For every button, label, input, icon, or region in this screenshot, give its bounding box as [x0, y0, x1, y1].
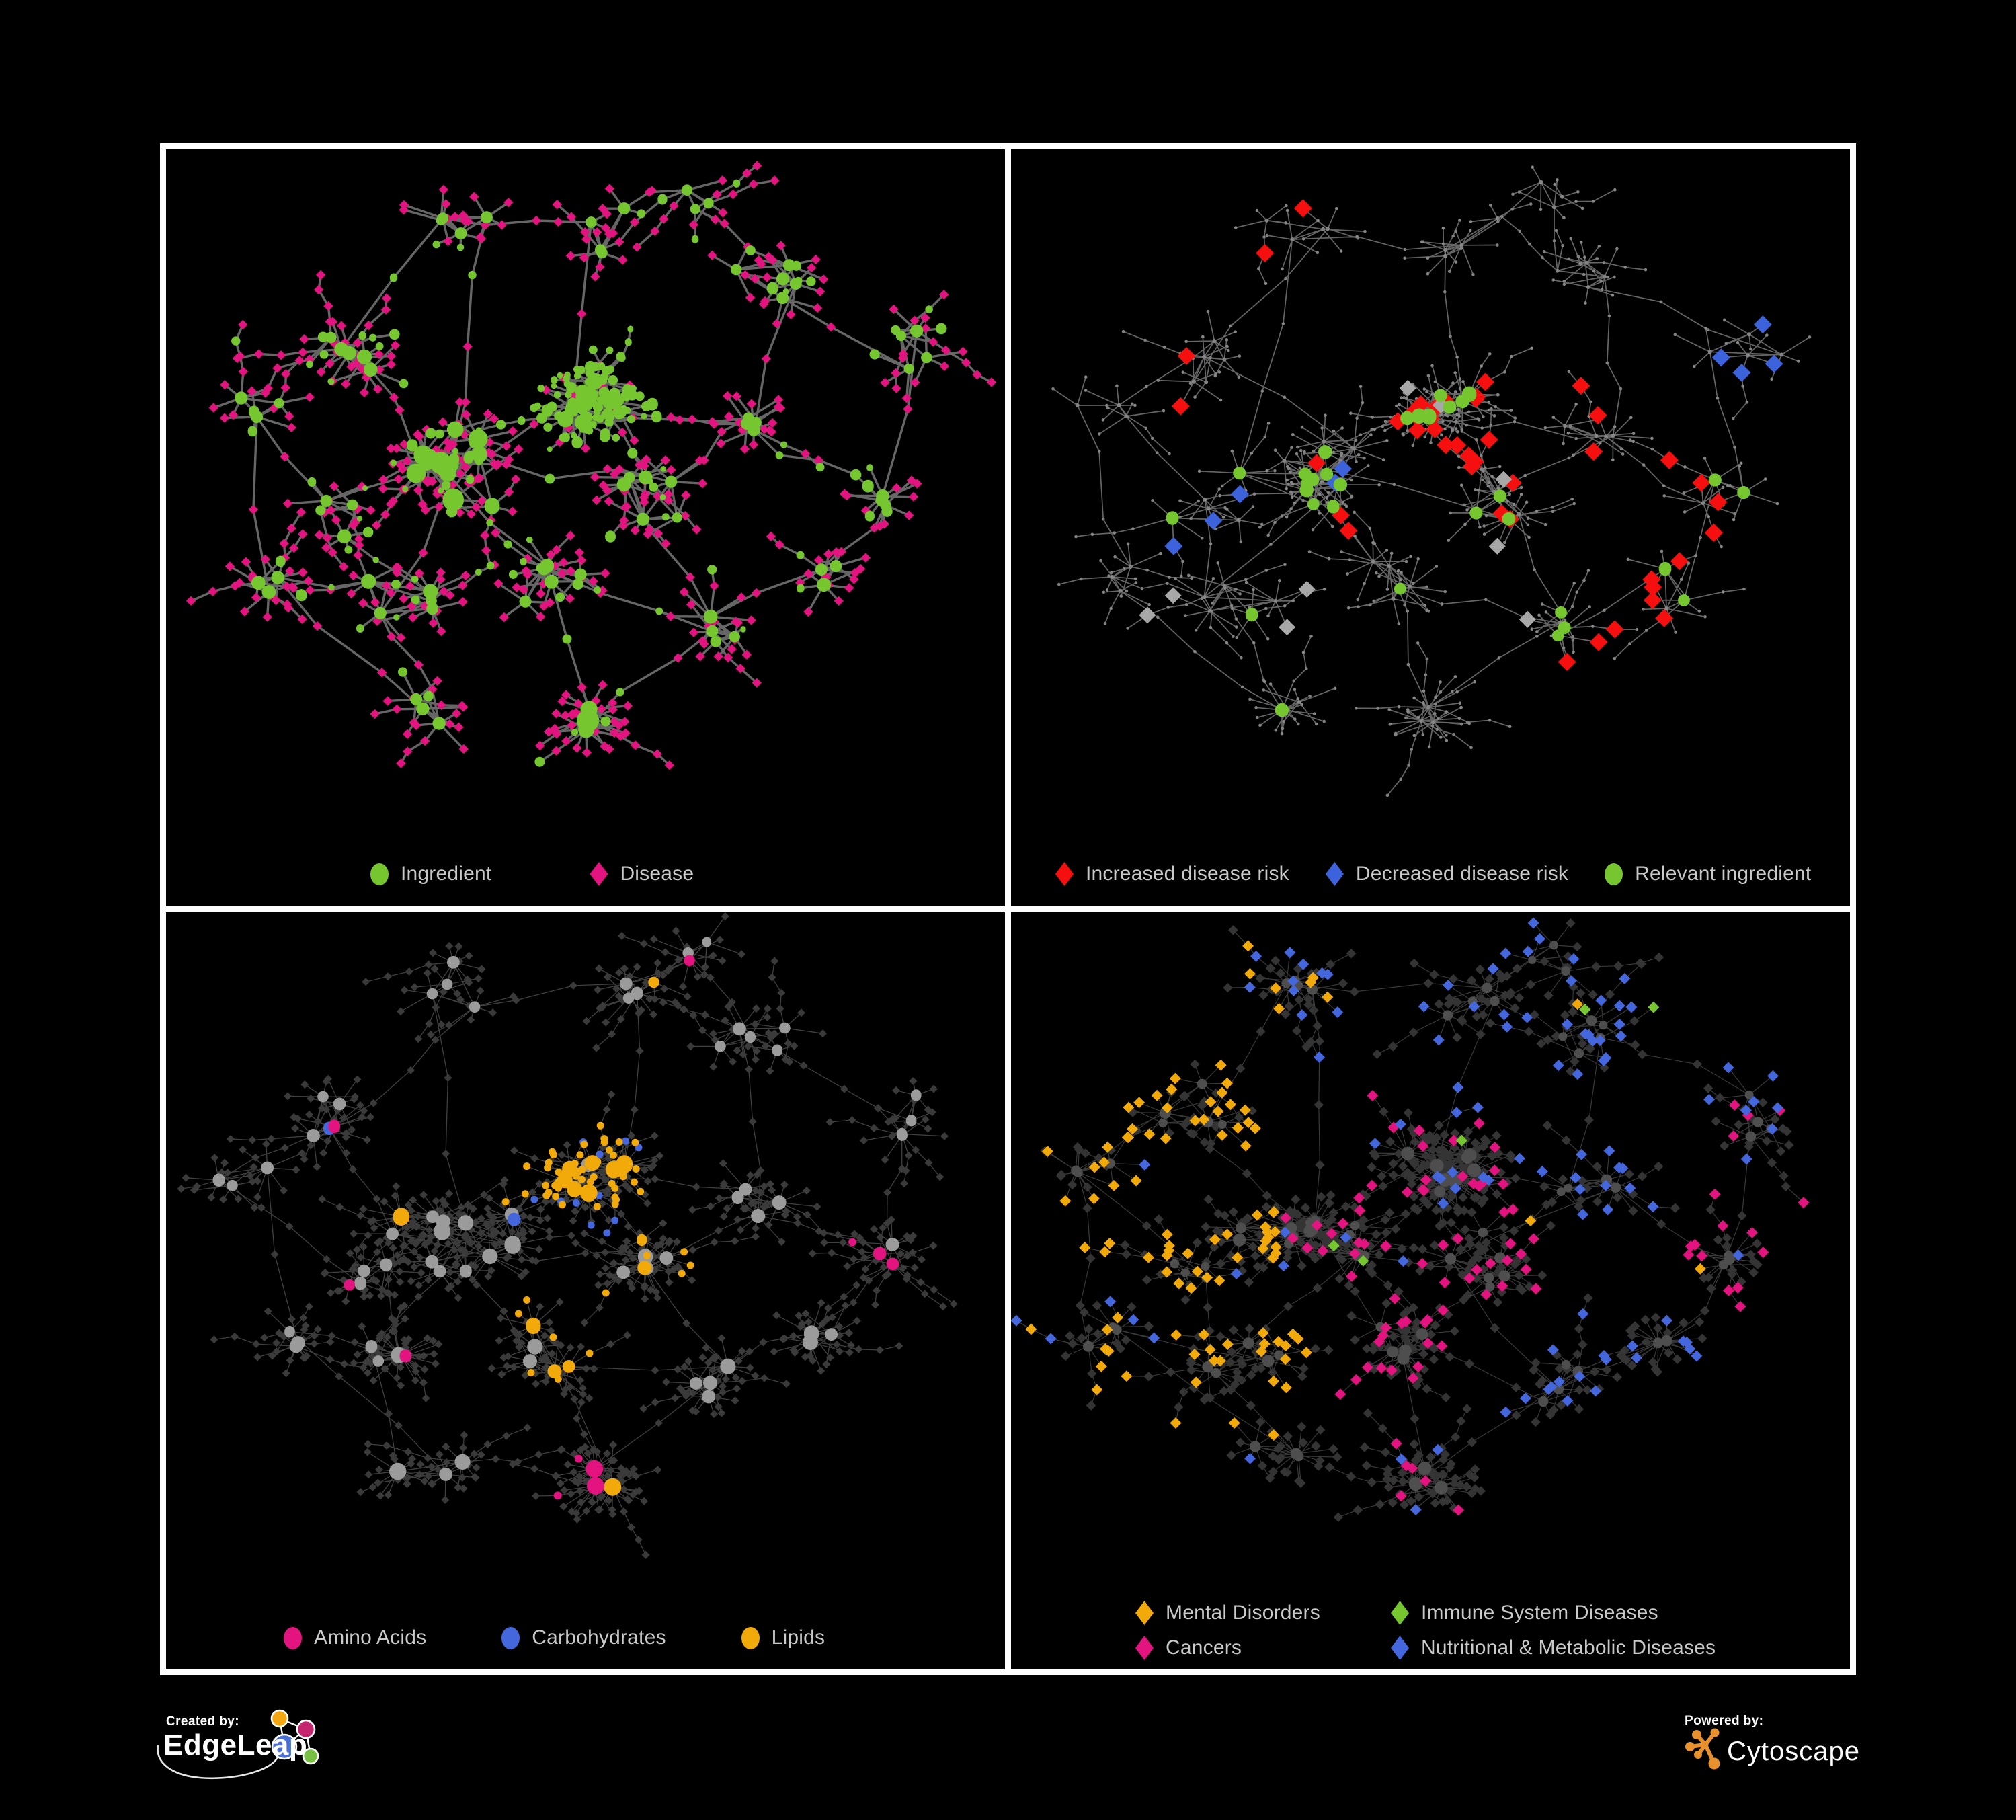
legend-item-disease: Disease [590, 862, 694, 886]
circle-marker [501, 1626, 520, 1649]
legend-item-ingredient: Ingredient [370, 863, 491, 885]
edgeleap-logo: EdgeLeap [157, 1709, 319, 1779]
legend-item-immune-system-diseases: Immune System Diseases [1391, 1601, 1716, 1625]
legend-label: Nutritional & Metabolic Diseases [1421, 1636, 1716, 1659]
panel-disease-group-network: Mental Disorders Immune System Diseases Ca… [1005, 906, 1856, 1675]
disease-group-network-graph [1011, 917, 1810, 1522]
legend-label: Carbohydrates [532, 1626, 666, 1649]
legend-ingredient-disease: Ingredient Disease [370, 862, 694, 886]
diamond-marker [590, 862, 608, 886]
legend-label: Amino Acids [314, 1626, 427, 1649]
legend-label: Mental Disorders [1166, 1601, 1320, 1624]
ingredient-disease-network-graph [186, 161, 997, 770]
panel-disease-risk-network: Increased disease risk Decreased disease … [1005, 143, 1856, 912]
diamond-marker [1391, 1601, 1409, 1625]
legend-item-increased-disease-risk: Increased disease risk [1055, 862, 1289, 886]
created-by-label: Created by: [166, 1714, 239, 1729]
edgeleap-network-icon [270, 1709, 319, 1765]
legend-item-mental-disorders: Mental Disorders [1135, 1601, 1391, 1625]
legend-label: Lipids [771, 1626, 825, 1649]
diamond-marker [1391, 1636, 1409, 1660]
circle-marker [741, 1626, 760, 1649]
circle-marker [1605, 863, 1623, 885]
powered-by-block: Powered by: [1685, 1714, 1763, 1729]
legend-item-amino-acids: Amino Acids [284, 1626, 426, 1649]
legend-disease-groups: Mental Disorders Immune System Diseases Ca… [1135, 1601, 1716, 1660]
legend-nutrient-groups: Amino Acids Carbohydrates Lipids [284, 1626, 825, 1649]
legend-disease-risk: Increased disease risk Decreased disease … [1055, 862, 1811, 886]
legend-item-lipids: Lipids [741, 1626, 825, 1649]
legend-label: Disease [620, 863, 694, 885]
panel-ingredient-disease-network: Ingredient Disease [160, 143, 1011, 912]
legend-label: Increased disease risk [1086, 863, 1289, 885]
created-by-block: Created by: [166, 1714, 239, 1729]
legend-item-relevant-ingredient: Relevant ingredient [1605, 863, 1811, 885]
circle-marker [370, 863, 389, 885]
edgeleap-swoosh [157, 1745, 280, 1779]
panel-nutrient-group-network: Amino Acids Carbohydrates Lipids [160, 906, 1011, 1675]
legend-label: Cancers [1166, 1636, 1242, 1659]
legend-item-decreased-disease-risk: Decreased disease risk [1325, 862, 1569, 886]
legend-item-nutritional-metabolic-diseases: Nutritional & Metabolic Diseases [1391, 1636, 1716, 1660]
legend-item-cancers: Cancers [1135, 1636, 1391, 1660]
nutrient-group-network-graph [177, 912, 958, 1559]
legend-label: Relevant ingredient [1635, 863, 1812, 885]
powered-by-label: Powered by: [1685, 1714, 1764, 1728]
legend-item-carbohydrates: Carbohydrates [501, 1626, 666, 1649]
disease-risk-network-graph [1051, 165, 1812, 797]
cytoscape-logo: Cytoscape [1685, 1728, 1860, 1770]
circle-marker [284, 1626, 302, 1649]
legend-label: Ingredient [401, 863, 492, 885]
legend-label: Immune System Diseases [1421, 1601, 1658, 1624]
diamond-marker [1135, 1636, 1154, 1660]
legend-label: Decreased disease risk [1355, 863, 1569, 885]
diamond-marker [1135, 1601, 1154, 1625]
diamond-marker [1325, 862, 1344, 886]
diamond-marker [1055, 862, 1074, 886]
cytoscape-wordmark: Cytoscape [1727, 1737, 1860, 1766]
cytoscape-network-icon [1685, 1728, 1720, 1770]
edgeleap-wordmark: EdgeLeap [163, 1729, 307, 1762]
